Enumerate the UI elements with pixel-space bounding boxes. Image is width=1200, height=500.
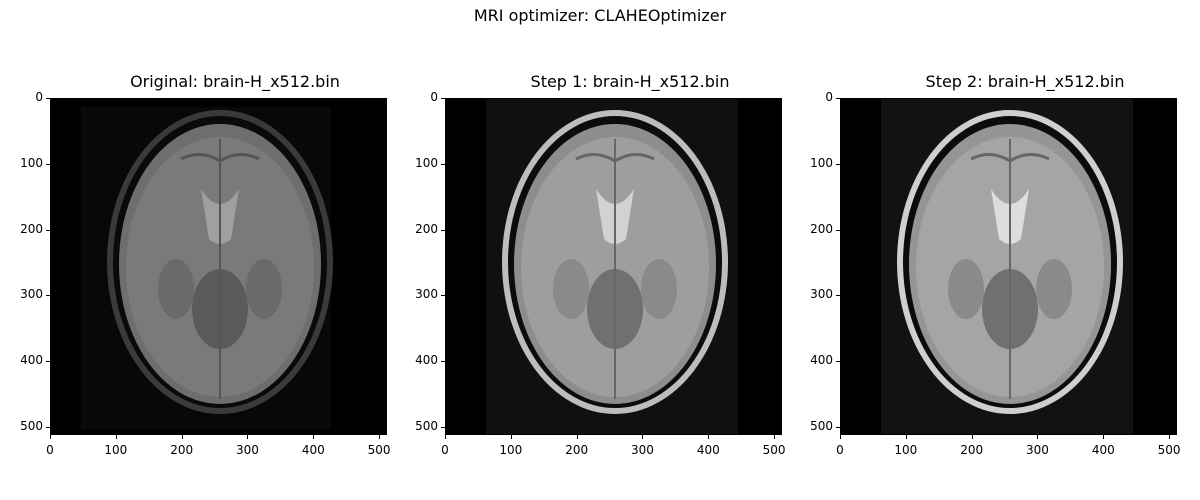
y-tick-label: 100 — [810, 155, 833, 170]
x-tick-label: 200 — [565, 443, 589, 457]
y-tick-mark — [441, 229, 445, 231]
y-tick-label: 300 — [415, 287, 438, 302]
y-tick-mark — [836, 229, 840, 231]
x-tick-mark — [115, 435, 117, 439]
x-tick-mark — [313, 435, 315, 439]
y-tick-label: 400 — [415, 353, 438, 368]
x-tick-label: 0 — [46, 443, 54, 457]
x-tick-label: 200 — [170, 443, 194, 457]
y-tick-mark — [441, 361, 445, 363]
x-tick-label: 0 — [441, 443, 449, 457]
y-tick-mark — [46, 163, 50, 165]
x-tick-mark — [50, 435, 51, 439]
panel-step-2: Step 2: brain-H_x512.bin — [840, 72, 1200, 482]
y-tick-label: 500 — [20, 419, 43, 434]
y-tick-mark — [46, 427, 50, 429]
x-tick-label: 400 — [301, 443, 325, 457]
panel-title: Step 2: brain-H_x512.bin — [925, 72, 1125, 91]
y-tick-label: 100 — [20, 155, 43, 170]
y-tick-mark — [441, 427, 445, 429]
y-tick-mark — [46, 361, 50, 363]
mri-image-original — [50, 98, 387, 435]
x-tick-mark — [181, 435, 183, 439]
x-tick-label: 500 — [762, 443, 786, 457]
y-tick-mark — [46, 98, 50, 99]
y-tick-label: 100 — [415, 155, 438, 170]
x-tick-mark — [1103, 435, 1105, 439]
y-tick-mark — [836, 427, 840, 429]
x-tick-label: 300 — [631, 443, 654, 457]
x-tick-label: 0 — [836, 443, 844, 457]
y-tick-mark — [46, 229, 50, 231]
x-tick-mark — [971, 435, 973, 439]
x-tick-mark — [905, 435, 907, 439]
y-tick-label: 400 — [20, 353, 43, 368]
y-tick-mark — [441, 295, 445, 297]
x-tick-mark — [840, 435, 841, 439]
y-tick-label: 0 — [35, 90, 43, 104]
x-tick-mark — [1037, 435, 1039, 439]
x-tick-label: 100 — [894, 443, 918, 457]
y-tick-label: 200 — [415, 221, 438, 236]
y-tick-label: 300 — [810, 287, 833, 302]
panel-step-1: Step 1: brain-H_x512.bin — [445, 72, 815, 482]
x-tick-mark — [708, 435, 710, 439]
x-tick-label: 100 — [104, 443, 128, 457]
panel-original: Original: brain-H_x512.bin — [50, 72, 420, 482]
panel-title: Original: brain-H_x512.bin — [130, 72, 340, 91]
y-tick-mark — [836, 163, 840, 165]
y-tick-label: 0 — [825, 90, 833, 104]
x-tick-label: 300 — [1026, 443, 1049, 457]
x-tick-label: 400 — [1091, 443, 1115, 457]
y-tick-label: 300 — [20, 287, 43, 302]
y-tick-label: 400 — [810, 353, 833, 368]
y-tick-label: 200 — [810, 221, 833, 236]
x-tick-mark — [1169, 435, 1171, 439]
x-tick-label: 400 — [696, 443, 720, 457]
y-tick-mark — [441, 163, 445, 165]
x-tick-mark — [247, 435, 249, 439]
y-tick-label: 500 — [415, 419, 438, 434]
x-tick-mark — [774, 435, 776, 439]
x-tick-mark — [642, 435, 644, 439]
x-tick-label: 500 — [1157, 443, 1181, 457]
x-tick-label: 100 — [499, 443, 523, 457]
x-tick-mark — [379, 435, 381, 439]
y-tick-mark — [836, 98, 840, 99]
panel-title: Step 1: brain-H_x512.bin — [530, 72, 730, 91]
y-tick-mark — [836, 295, 840, 297]
x-tick-label: 200 — [960, 443, 984, 457]
y-tick-mark — [46, 295, 50, 297]
figure-suptitle: MRI optimizer: CLAHEOptimizer — [473, 6, 727, 25]
x-tick-mark — [445, 435, 446, 439]
y-tick-mark — [441, 98, 445, 99]
mri-image-step-1 — [445, 98, 782, 435]
y-tick-label: 200 — [20, 221, 43, 236]
y-tick-mark — [836, 361, 840, 363]
x-tick-mark — [510, 435, 512, 439]
x-tick-mark — [576, 435, 578, 439]
y-tick-label: 500 — [810, 419, 833, 434]
x-tick-label: 300 — [236, 443, 259, 457]
y-tick-label: 0 — [430, 90, 438, 104]
x-tick-label: 500 — [367, 443, 391, 457]
mri-image-step-2 — [840, 98, 1177, 435]
